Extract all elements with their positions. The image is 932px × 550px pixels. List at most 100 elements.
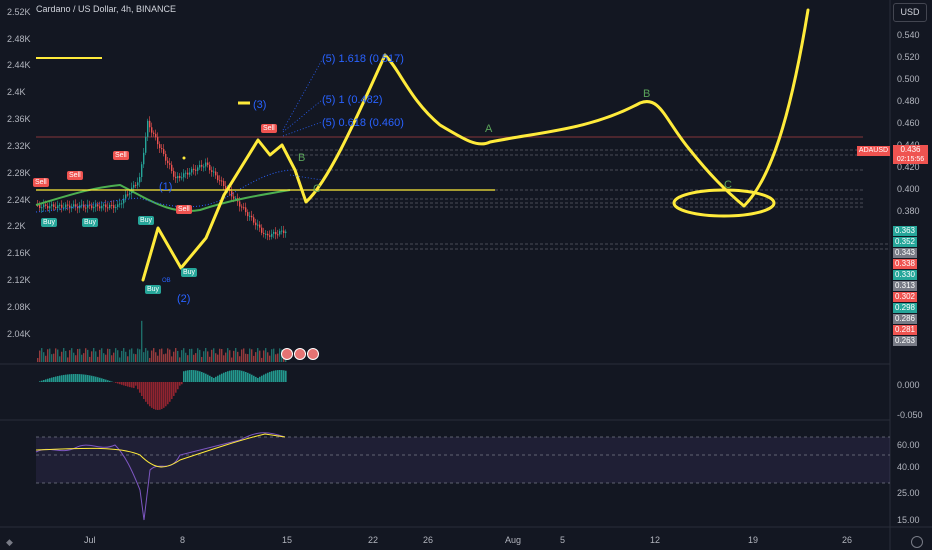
volume-bar [229, 350, 231, 362]
calendar-event-icon[interactable] [294, 348, 306, 360]
sell-signal[interactable]: Sell [33, 178, 49, 187]
price-label-box: 0.338 [893, 259, 917, 269]
volume-bar [69, 350, 71, 362]
volume-bar [45, 355, 47, 362]
volume-bar [213, 348, 215, 362]
current-price-label: 0.436 [893, 145, 928, 155]
candle-body [239, 201, 241, 207]
candle-body [263, 232, 265, 234]
tradingview-logo-icon[interactable]: ◆ [6, 537, 13, 547]
volume-bar [203, 351, 205, 362]
volume-bar [95, 351, 97, 362]
price-label-box: 0.352 [893, 237, 917, 247]
candle-body [39, 205, 41, 208]
sell-signal[interactable]: Sell [176, 205, 192, 214]
macd-histogram-bar [51, 377, 53, 382]
candle-body [267, 233, 269, 236]
volume-bar [181, 350, 183, 362]
fib-guide-line [282, 99, 323, 133]
volume-bar [237, 351, 239, 362]
macd-histogram-bar [205, 373, 207, 382]
macd-histogram-bar [65, 374, 67, 382]
candle-body [107, 207, 109, 209]
volume-bar [241, 349, 243, 362]
macd-axis-label: -0.050 [897, 410, 923, 420]
candle-body [195, 169, 197, 171]
volume-bar [205, 348, 207, 362]
volume-bar [179, 357, 181, 362]
buy-signal[interactable]: Buy [82, 218, 99, 227]
volume-bar [57, 349, 59, 362]
macd-histogram-bar [149, 382, 151, 407]
candle-body [161, 148, 163, 150]
volume-bar [255, 352, 257, 362]
macd-histogram-bar [251, 374, 253, 382]
candle-body [219, 180, 221, 182]
candle-body [139, 176, 141, 183]
candle-body [233, 196, 235, 199]
candle-body [165, 153, 167, 161]
fib-guide-line [289, 174, 323, 181]
currency-button[interactable]: USD [893, 3, 927, 22]
macd-histogram-bar [151, 382, 153, 408]
buy-signal[interactable]: Buy [181, 268, 198, 277]
candle-body [193, 168, 195, 170]
calendar-event-icon[interactable] [281, 348, 293, 360]
macd-histogram-bar [211, 376, 213, 382]
macd-histogram-bar [135, 382, 137, 386]
candle-body [71, 206, 73, 209]
buy-signal[interactable]: Buy [138, 216, 155, 225]
volume-bar [93, 348, 95, 362]
candle-body [85, 207, 87, 209]
candle-body [151, 127, 153, 133]
macd-histogram-bar [137, 382, 139, 390]
buy-signal[interactable]: Buy [41, 218, 58, 227]
volume-bar [267, 352, 269, 362]
volume-bar [89, 356, 91, 362]
candle-body [47, 205, 49, 209]
candle-body [225, 186, 227, 190]
macd-histogram-bar [181, 382, 183, 385]
volume-bar [265, 348, 267, 362]
candle-body [59, 204, 61, 206]
macd-histogram-bar [255, 376, 257, 382]
macd-histogram-bar [61, 375, 63, 382]
volume-bar [197, 348, 199, 362]
wave-label-3: (3) [253, 99, 267, 111]
right-axis-label: 0.520 [897, 52, 920, 62]
macd-histogram-bar [143, 382, 145, 400]
volume-bar [137, 348, 139, 362]
volume-bar [49, 348, 51, 362]
price-label-box: 0.263 [893, 336, 917, 346]
sell-signal[interactable]: Sell [67, 171, 83, 180]
macd-histogram-bar [191, 370, 193, 382]
candle-body [81, 204, 83, 206]
macd-histogram-bar [281, 370, 283, 382]
volume-bar [279, 348, 281, 362]
time-axis-label: Jul [84, 535, 96, 545]
volume-bar [105, 354, 107, 362]
candle-body [83, 204, 85, 208]
buy-signal[interactable]: Buy [145, 285, 162, 294]
volume-bar [269, 355, 271, 362]
macd-histogram-bar [77, 374, 79, 382]
sell-signal[interactable]: Sell [261, 124, 277, 133]
time-axis-label: 22 [368, 535, 379, 545]
macd-histogram-bar [73, 374, 75, 382]
macd-histogram-bar [41, 380, 43, 382]
macd-histogram-bar [155, 382, 157, 410]
sell-signal[interactable]: Sell [113, 151, 129, 160]
candle-body [173, 170, 175, 177]
macd-histogram-bar [57, 376, 59, 382]
volume-bar [123, 348, 125, 362]
left-axis-label: 2.52K [7, 7, 31, 17]
gear-icon[interactable] [911, 536, 923, 548]
volume-bar [189, 348, 191, 362]
calendar-event-icon[interactable] [307, 348, 319, 360]
volume-bar [239, 356, 241, 362]
volume-bar [77, 348, 79, 362]
order-block-label: OB [162, 278, 171, 284]
candle-body [181, 177, 183, 179]
macd-histogram-bar [197, 370, 199, 382]
